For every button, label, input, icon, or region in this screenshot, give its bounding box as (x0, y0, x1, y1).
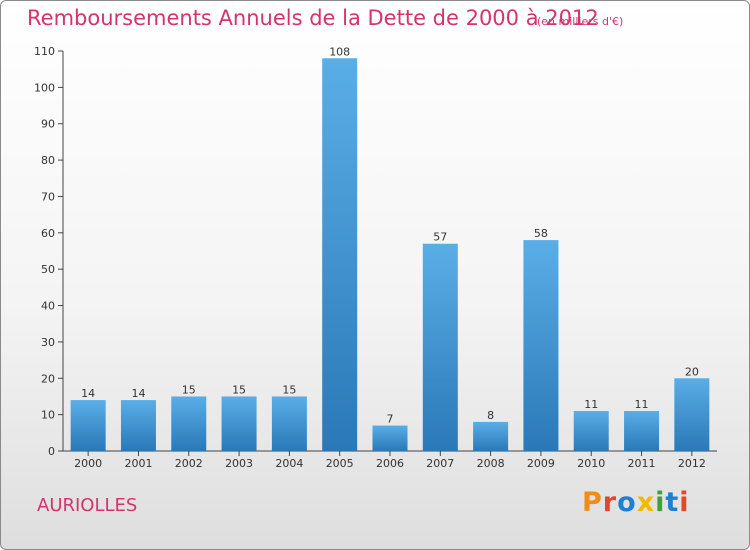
y-tick-label: 20 (41, 372, 55, 385)
chart-unit-note: (en milliers d'€) (537, 15, 624, 28)
logo-letter: x (636, 487, 656, 518)
y-tick-label: 80 (41, 154, 55, 167)
data-labels: 14 14 15 15 15 108 7 57 8 58 11 11 20 (81, 45, 699, 425)
x-tick-label: 2000 (74, 457, 102, 470)
y-tick-label: 90 (41, 118, 55, 131)
data-label-2008: 8 (487, 409, 494, 422)
data-label-2010: 11 (584, 398, 598, 411)
logo-letter: o (617, 487, 637, 518)
data-label-2004: 15 (282, 383, 296, 396)
x-tick-label: 2012 (678, 457, 706, 470)
x-tick-label: 2009 (527, 457, 555, 470)
bar-series (70, 58, 710, 451)
logo-letter: i (679, 487, 690, 518)
data-label-2006: 7 (387, 413, 394, 426)
logo-letter: r (602, 487, 618, 518)
bar-2001[interactable] (120, 400, 156, 451)
data-label-2012: 20 (685, 365, 699, 378)
x-tick-label: 2001 (124, 457, 152, 470)
y-tick-label: 30 (41, 336, 55, 349)
y-tick-label: 70 (41, 190, 55, 203)
data-label-2011: 11 (635, 398, 649, 411)
y-tick-label: 0 (48, 445, 55, 458)
data-label-2000: 14 (81, 387, 95, 400)
bar-2006[interactable] (372, 425, 408, 451)
x-tick-label: 2010 (577, 457, 605, 470)
data-label-2005: 108 (329, 45, 350, 58)
bar-2009[interactable] (523, 240, 559, 451)
x-tick-label: 2002 (175, 457, 203, 470)
bar-2000[interactable] (70, 400, 106, 451)
x-tick-label: 2006 (376, 457, 404, 470)
commune-name: AURIOLLES (37, 495, 138, 516)
bar-2002[interactable] (171, 396, 207, 451)
bar-2004[interactable] (271, 396, 307, 451)
y-tick-label: 10 (41, 409, 55, 422)
proxiti-logo[interactable]: Proxiti (582, 487, 690, 518)
logo-letter: i (655, 487, 666, 518)
data-label-2002: 15 (182, 383, 196, 396)
y-tick-label: 60 (41, 227, 55, 240)
y-tick-label: 40 (41, 300, 55, 313)
x-tick-label: 2005 (326, 457, 354, 470)
bar-2011[interactable] (624, 411, 660, 451)
bar-2003[interactable] (221, 396, 257, 451)
bar-2005[interactable] (322, 58, 358, 451)
data-label-2007: 57 (433, 231, 447, 244)
y-tick-label: 110 (34, 45, 55, 58)
bar-2007[interactable] (422, 243, 458, 451)
logo-letter: P (582, 487, 603, 518)
x-tick-label: 2004 (275, 457, 303, 470)
data-label-2003: 15 (232, 383, 246, 396)
x-tick-label: 2007 (426, 457, 454, 470)
chart-title: Remboursements Annuels de la Dette de 20… (27, 6, 599, 30)
logo-letter: t (665, 487, 680, 518)
bar-2008[interactable] (473, 421, 509, 451)
x-tick-label: 2003 (225, 457, 253, 470)
bar-2012[interactable] (674, 378, 710, 451)
y-tick-label: 100 (34, 81, 55, 94)
x-tick-label: 2011 (628, 457, 656, 470)
bar-2010[interactable] (573, 411, 609, 451)
x-tick-label: 2008 (477, 457, 505, 470)
x-axis: 2000 2001 2002 2003 2004 2005 2006 2007 2008 2009… (63, 450, 717, 470)
data-label-2001: 14 (131, 387, 145, 400)
y-axis: 0 10 20 30 40 50 60 70 80 90 100 110 (34, 45, 64, 458)
y-tick-label: 50 (41, 263, 55, 276)
data-label-2009: 58 (534, 227, 548, 240)
